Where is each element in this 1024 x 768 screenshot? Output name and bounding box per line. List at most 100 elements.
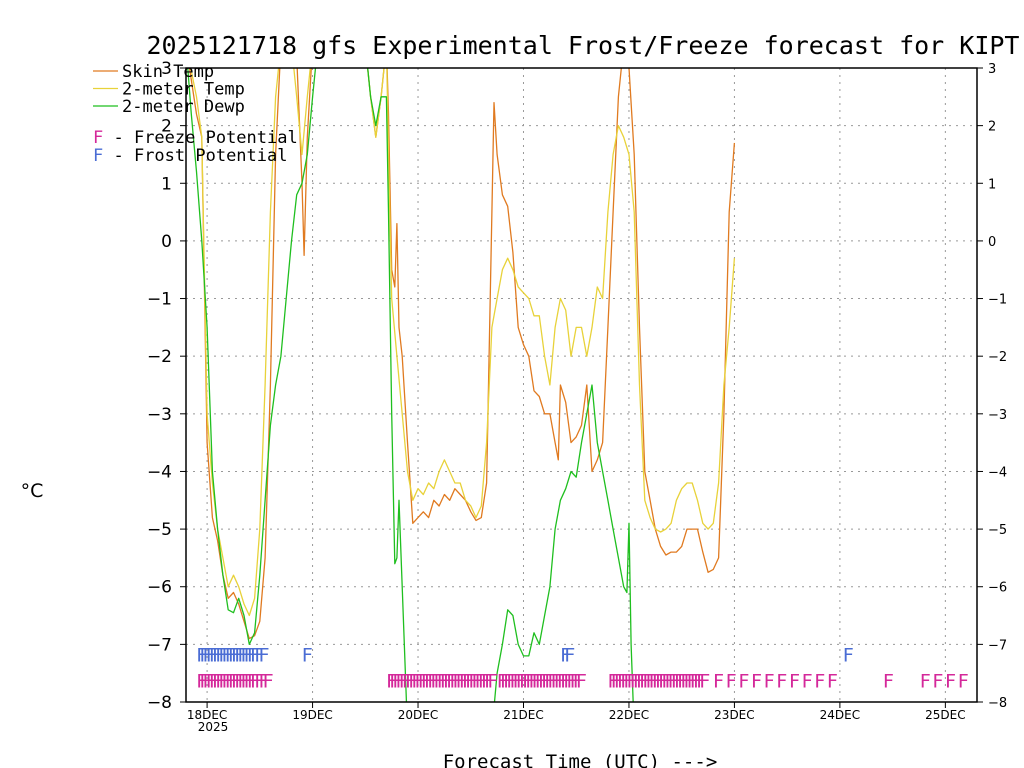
frost-flag: F xyxy=(564,645,575,667)
frost-flag: F xyxy=(231,645,242,667)
freeze-flag: F xyxy=(560,671,571,693)
frost-flag: F xyxy=(206,645,217,667)
series-layer xyxy=(187,68,736,702)
freeze-flag: F xyxy=(544,671,555,693)
x-axis: 18DEC 19DEC 20DEC 21DEC 22DEC 23DEC 24DEC 25DEC xyxy=(187,702,966,722)
series-line-2-meter-dewp xyxy=(187,68,634,702)
frost-flag: F xyxy=(203,645,214,667)
freeze-flag: F xyxy=(738,671,749,693)
freeze-flag: F xyxy=(693,671,704,693)
y-tick-label-right: 2 xyxy=(988,120,996,135)
freeze-flag: F xyxy=(449,671,460,693)
freeze-flag: F xyxy=(484,671,495,693)
y-tick-label-right: −1 xyxy=(988,293,1007,308)
freeze-flag: F xyxy=(506,671,517,693)
freeze-flag: F xyxy=(434,671,445,693)
freeze-flag: F xyxy=(427,671,438,693)
freeze-flag: F xyxy=(567,671,578,693)
frost-flag: F xyxy=(215,645,226,667)
freeze-flag: F xyxy=(633,671,644,693)
freeze-flag: F xyxy=(958,671,969,693)
flag-legend-text: - Freeze Potential xyxy=(103,128,297,148)
freeze-flag: F xyxy=(620,671,631,693)
freeze-flag: F xyxy=(713,671,724,693)
freeze-flag: F xyxy=(497,671,508,693)
freeze-flag: F xyxy=(674,671,685,693)
freeze-flag: F xyxy=(462,671,473,693)
freeze-flag: F xyxy=(696,671,707,693)
x-tick-label: 25DEC xyxy=(925,708,965,722)
freeze-flag: F xyxy=(563,671,574,693)
freeze-flag: F xyxy=(222,671,233,693)
freeze-flag: F xyxy=(200,671,211,693)
freeze-flag: F xyxy=(241,671,252,693)
frost-flag: F xyxy=(843,645,854,667)
series-line-skin-temp xyxy=(188,68,736,640)
y-axis-right: −8 −7 −6 −5 −4 −3 −2 −1 0 1 2 3 xyxy=(977,62,1007,711)
freeze-flag: F xyxy=(535,671,546,693)
freeze-flag: F xyxy=(500,671,511,693)
freeze-flag: F xyxy=(661,671,672,693)
freeze-flag: F xyxy=(412,671,423,693)
y-tick-label-right: −8 xyxy=(988,696,1007,711)
y-tick-label-left: −2 xyxy=(147,347,172,367)
freeze-flag: F xyxy=(751,671,762,693)
flag-legend-letter: F xyxy=(93,128,103,148)
freeze-flag: F xyxy=(453,671,464,693)
freeze-flag: F xyxy=(408,671,419,693)
freeze-flag: F xyxy=(684,671,695,693)
freeze-flag: F xyxy=(247,671,258,693)
freeze-flag: F xyxy=(209,671,220,693)
y-tick-label-left: 3 xyxy=(161,59,172,79)
freeze-flag: F xyxy=(652,671,663,693)
freeze-flag: F xyxy=(459,671,470,693)
flag-legend-entry: F - Freeze Potential xyxy=(93,128,298,148)
freeze-flag: F xyxy=(541,671,552,693)
frost-flag: F xyxy=(196,645,207,667)
frost-flag: F xyxy=(241,645,252,667)
x-tick-label: 23DEC xyxy=(714,708,754,722)
freeze-flag: F xyxy=(945,671,956,693)
freeze-flag: F xyxy=(468,671,479,693)
freeze-flag: F xyxy=(203,671,214,693)
freeze-flag: F xyxy=(764,671,775,693)
flag-legend-text: - Frost Potential xyxy=(103,146,287,166)
frost-flag: F xyxy=(244,645,255,667)
frost-flag: F xyxy=(209,645,220,667)
x-tick-label: 20DEC xyxy=(398,708,438,722)
y-axis-left: −8 −7 −6 −5 −4 −3 −2 −1 0 1 2 3 xyxy=(147,59,186,713)
freeze-flag: F xyxy=(418,671,429,693)
frost-flag: F xyxy=(247,645,258,667)
freeze-flag: F xyxy=(475,671,486,693)
frost-flag: F xyxy=(212,645,223,667)
y-tick-label-right: −2 xyxy=(988,350,1007,365)
freeze-flag: F xyxy=(573,671,584,693)
frost-flag: F xyxy=(222,645,233,667)
y-tick-label-left: −7 xyxy=(147,635,172,655)
legend-label: 2-meter Temp xyxy=(122,80,245,100)
y-tick-label-right: 1 xyxy=(988,177,996,192)
freeze-flag: F xyxy=(776,671,787,693)
y-tick-label-right: −5 xyxy=(988,523,1007,538)
freeze-flag: F xyxy=(789,671,800,693)
frost-flag: F xyxy=(218,645,229,667)
frost-flag: F xyxy=(200,645,211,667)
y-tick-label-left: −3 xyxy=(147,405,172,425)
freeze-flag: F xyxy=(472,671,483,693)
freeze-flag: F xyxy=(215,671,226,693)
freeze-flag: F xyxy=(250,671,261,693)
x-tick-label: 19DEC xyxy=(292,708,332,722)
freeze-flag: F xyxy=(687,671,698,693)
freeze-flag: F xyxy=(671,671,682,693)
freeze-flag: F xyxy=(206,671,217,693)
y-tick-label-right: −7 xyxy=(988,638,1007,653)
y-axis-unit-label: °C xyxy=(21,480,44,502)
freeze-flag: F xyxy=(883,671,894,693)
freeze-flag: F xyxy=(649,671,660,693)
x-tick-label: 22DEC xyxy=(609,708,649,722)
freeze-flag: F xyxy=(630,671,641,693)
freeze-flag: F xyxy=(614,671,625,693)
x-tick-label: 21DEC xyxy=(503,708,543,722)
freeze-flag: F xyxy=(814,671,825,693)
frost-flag: F xyxy=(250,645,261,667)
